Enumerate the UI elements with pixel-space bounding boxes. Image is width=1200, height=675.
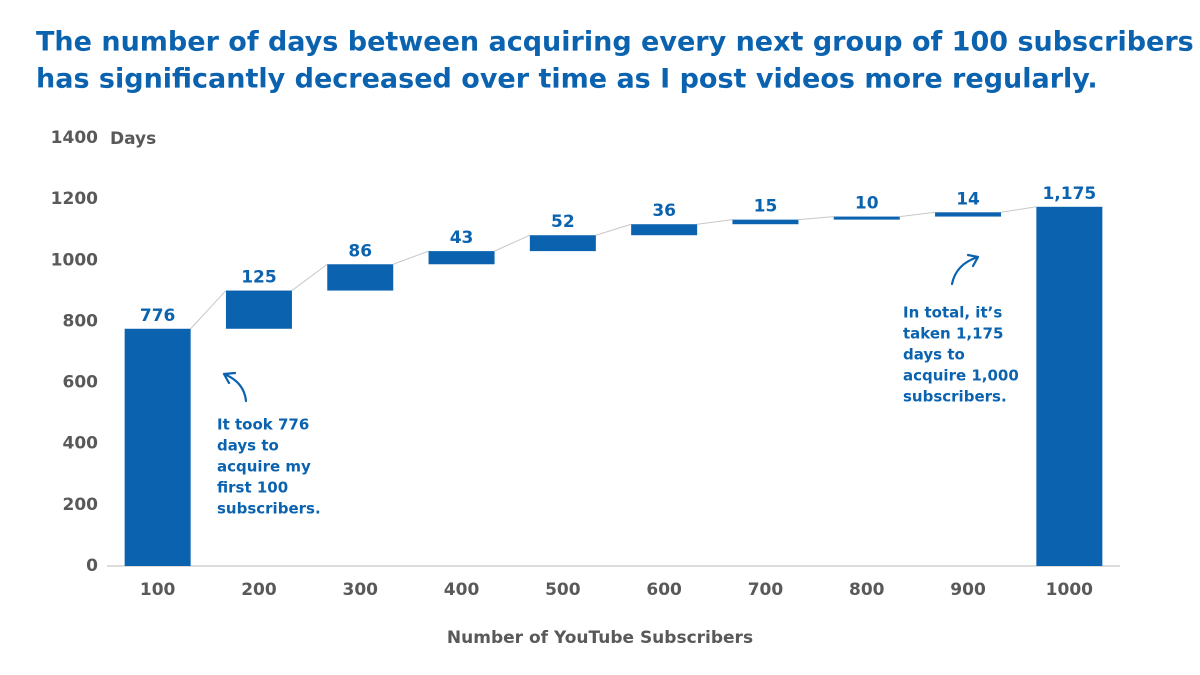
value-label: 86 (348, 241, 372, 261)
value-label: 125 (241, 268, 277, 288)
connector (595, 223, 632, 236)
x-tick-label: 600 (646, 580, 682, 600)
connector (291, 263, 328, 291)
value-label: 14 (956, 189, 980, 209)
y-tick-label: 1400 (51, 128, 98, 148)
bar (327, 264, 394, 291)
y-tick-label: 1000 (51, 250, 98, 270)
annotation: In total, it’s taken 1,175 days to acquire … (903, 304, 1019, 406)
bar (124, 328, 191, 566)
annotation-line: acquire 1,000 (903, 367, 1019, 385)
value-label: 15 (754, 197, 778, 217)
annotation-line: days to (903, 346, 965, 364)
bar (732, 219, 799, 225)
y-tick-label: 0 (86, 556, 98, 576)
y-tick-label: 400 (63, 434, 99, 454)
x-tick-label: 200 (241, 580, 277, 600)
x-tick-label: 700 (748, 580, 784, 600)
bar (1036, 206, 1103, 567)
chart-title: The number of days between acquiring eve… (36, 27, 1194, 58)
x-axis-label: Number of YouTube Subscribers (447, 628, 753, 648)
y-tick-label: 200 (63, 495, 99, 515)
annotation-line: subscribers. (217, 500, 321, 518)
bar (833, 216, 900, 220)
arrow (950, 253, 980, 286)
annotation-line: subscribers. (903, 388, 1007, 406)
value-label: 36 (652, 201, 676, 221)
annotation-line: acquire my (217, 458, 311, 476)
annotation-line: taken 1,175 (903, 325, 1003, 343)
connector (494, 234, 531, 252)
value-label: 10 (855, 194, 879, 214)
connector (697, 219, 733, 225)
chart-title: has significantly decreased over time as… (36, 64, 1098, 95)
value-label: 776 (140, 306, 176, 326)
bar (631, 224, 698, 236)
annotation-line: It took 776 (217, 416, 309, 434)
connector (190, 290, 227, 330)
annotation-line: In total, it’s (903, 304, 1002, 322)
bar (935, 212, 1002, 217)
y-tick-label: 600 (63, 373, 99, 393)
x-tick-label: 800 (849, 580, 885, 600)
annotation: It took 776 days to acquire my first 100 sub… (217, 416, 321, 518)
y-tick-label: 800 (63, 311, 99, 331)
bar (529, 235, 596, 252)
annotation-line: days to (217, 437, 279, 455)
x-tick-label: 300 (343, 580, 379, 600)
value-label: 43 (450, 228, 474, 248)
x-tick-label: 400 (444, 580, 480, 600)
x-tick-label: 500 (545, 580, 581, 600)
value-label: 52 (551, 212, 575, 232)
x-tick-label: 1000 (1046, 580, 1093, 600)
connector (1000, 206, 1037, 213)
connector (798, 216, 834, 221)
bar (225, 290, 292, 329)
connector (899, 211, 936, 218)
value-label: 1,175 (1042, 184, 1096, 204)
y-axis-label: Days (110, 129, 156, 149)
x-tick-label: 900 (950, 580, 986, 600)
x-tick-label: 100 (140, 580, 176, 600)
y-tick-label: 1200 (51, 189, 98, 209)
bar (428, 251, 495, 265)
arrow (222, 371, 248, 403)
connector (393, 250, 429, 265)
annotation-line: first 100 (217, 479, 288, 497)
